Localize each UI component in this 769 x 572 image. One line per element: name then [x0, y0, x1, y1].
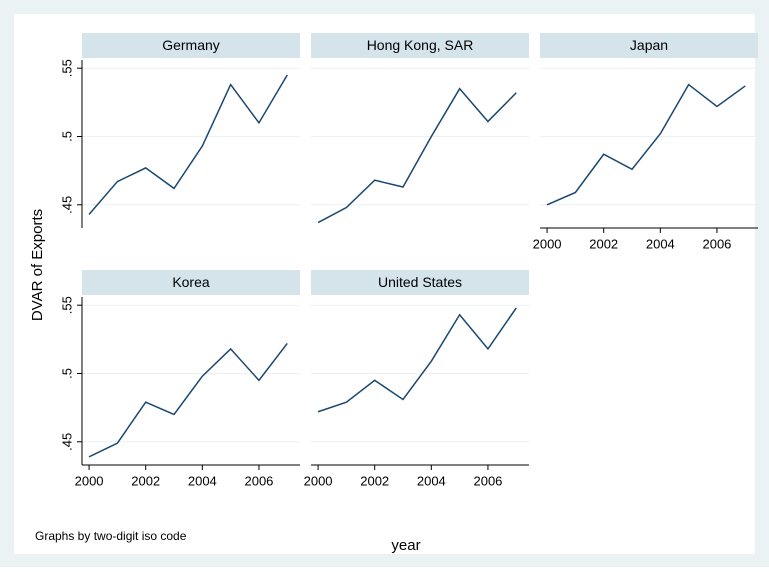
panel-title: Germany — [162, 37, 220, 53]
x-tick-label: 2002 — [589, 236, 618, 251]
panel-header — [540, 33, 758, 58]
x-tick-label: 2006 — [702, 236, 731, 251]
y-tick-label: .45 — [59, 196, 74, 214]
x-tick-label: 2002 — [131, 473, 160, 488]
panel-title: Hong Kong, SAR — [367, 37, 474, 53]
panel-header — [311, 270, 529, 295]
panel-header — [311, 33, 529, 58]
panel-title: Japan — [630, 37, 668, 53]
x-tick-label: 2002 — [360, 473, 389, 488]
panel-title: United States — [378, 274, 462, 290]
y-tick-label: .55 — [59, 59, 74, 77]
note: Graphs by two-digit iso code — [35, 529, 187, 543]
y-tick-label: .5 — [59, 368, 74, 379]
x-tick-label: 2006 — [244, 473, 273, 488]
data-line — [317, 307, 517, 413]
data-line — [317, 87, 517, 224]
x-tick-label: 2000 — [304, 473, 333, 488]
data-line — [546, 83, 746, 206]
panel-header — [82, 270, 300, 295]
x-axis-title: year — [391, 537, 420, 554]
y-tick-label: .45 — [59, 433, 74, 451]
x-tick-label: 2006 — [473, 473, 502, 488]
data-line — [88, 342, 288, 458]
y-tick-label: .55 — [59, 296, 74, 314]
x-tick-label: 2000 — [75, 473, 104, 488]
y-tick-label: .5 — [59, 131, 74, 142]
x-tick-label: 2000 — [533, 236, 562, 251]
panel-header — [82, 33, 300, 58]
x-tick-label: 2004 — [646, 236, 675, 251]
x-tick-label: 2004 — [188, 473, 217, 488]
data-line — [88, 74, 288, 215]
y-axis-title: DVAR of Exports — [29, 209, 46, 321]
x-tick-label: 2004 — [417, 473, 446, 488]
panel-title: Korea — [172, 274, 210, 290]
